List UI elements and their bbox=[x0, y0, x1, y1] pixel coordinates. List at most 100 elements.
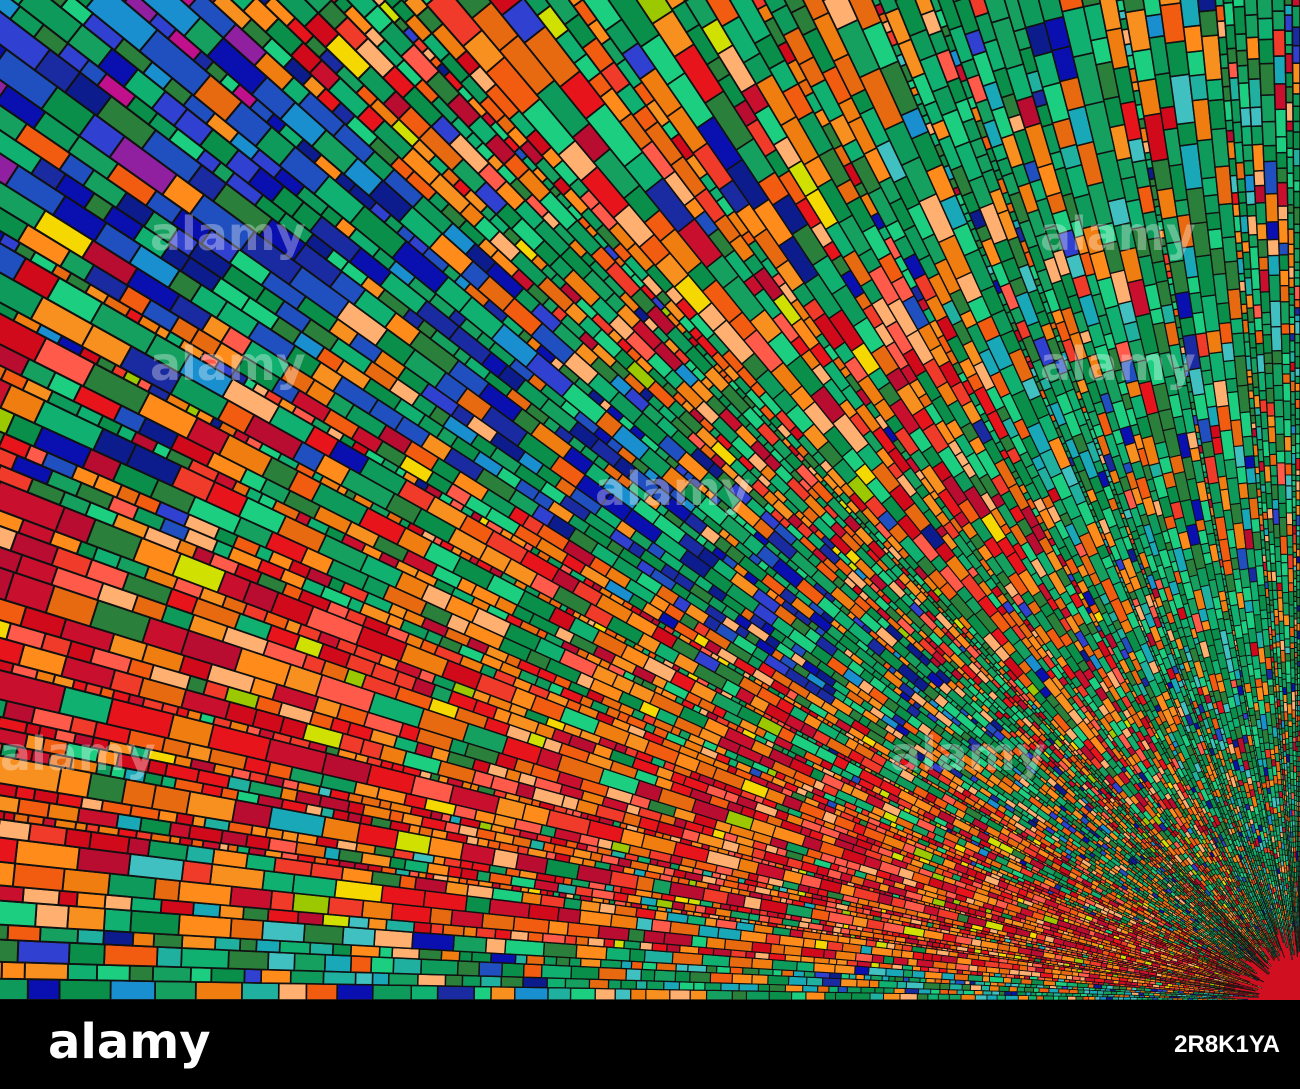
tile bbox=[899, 992, 918, 1000]
tile bbox=[564, 977, 591, 989]
tile bbox=[969, 984, 982, 992]
tile bbox=[962, 989, 975, 996]
tile bbox=[669, 989, 691, 1000]
tile bbox=[444, 974, 464, 988]
tile bbox=[1234, 993, 1240, 996]
tile bbox=[349, 955, 373, 974]
tile bbox=[456, 960, 481, 977]
tile bbox=[392, 957, 423, 975]
tile bbox=[731, 973, 753, 985]
tile bbox=[26, 978, 61, 1000]
tile bbox=[155, 945, 183, 968]
tile bbox=[458, 950, 473, 963]
tile bbox=[1141, 997, 1149, 1000]
tile bbox=[238, 937, 258, 953]
tile bbox=[999, 990, 1006, 996]
tile bbox=[1077, 989, 1085, 994]
tile bbox=[154, 980, 197, 1000]
tile bbox=[1016, 986, 1026, 993]
tile bbox=[0, 899, 38, 928]
tile bbox=[787, 975, 808, 987]
tile bbox=[277, 982, 308, 1000]
tile bbox=[904, 987, 920, 995]
tile bbox=[996, 994, 1006, 1000]
tile bbox=[745, 990, 770, 1000]
tile bbox=[998, 985, 1010, 992]
tile bbox=[500, 975, 524, 988]
tile bbox=[1008, 986, 1018, 993]
tile bbox=[956, 989, 964, 995]
tile bbox=[949, 983, 963, 991]
tile bbox=[790, 991, 807, 1000]
tile bbox=[0, 923, 10, 941]
tile bbox=[570, 965, 600, 981]
tile bbox=[1099, 996, 1107, 1000]
tile bbox=[640, 968, 656, 982]
tile bbox=[1017, 994, 1030, 1000]
tile bbox=[704, 981, 722, 992]
tile bbox=[635, 979, 648, 990]
tile bbox=[410, 984, 439, 1000]
tile bbox=[930, 988, 941, 995]
tile bbox=[103, 943, 159, 968]
tile bbox=[588, 978, 610, 990]
tile bbox=[689, 970, 712, 984]
tile bbox=[614, 988, 632, 1000]
tile bbox=[95, 963, 131, 982]
tile bbox=[522, 976, 548, 989]
tile bbox=[821, 977, 842, 988]
tile bbox=[547, 987, 572, 1000]
tile bbox=[802, 984, 819, 993]
tile bbox=[1082, 996, 1090, 1000]
tile bbox=[1033, 987, 1040, 993]
tile bbox=[128, 964, 155, 983]
tile bbox=[323, 953, 353, 973]
tile bbox=[1024, 986, 1035, 993]
tile bbox=[751, 973, 769, 985]
tile bbox=[916, 993, 929, 1000]
tile bbox=[331, 943, 353, 957]
tile bbox=[874, 987, 885, 994]
tile bbox=[514, 953, 528, 965]
tile bbox=[0, 977, 29, 1000]
tile bbox=[705, 964, 718, 974]
tile bbox=[1253, 996, 1259, 998]
tile bbox=[817, 985, 830, 993]
tile bbox=[856, 978, 871, 988]
tile bbox=[569, 987, 596, 1000]
tile bbox=[1229, 997, 1235, 1000]
tile bbox=[1105, 996, 1113, 1000]
tile bbox=[543, 955, 558, 967]
tile bbox=[947, 989, 958, 995]
tile bbox=[490, 986, 516, 1000]
tile bbox=[768, 983, 787, 993]
tile bbox=[846, 986, 862, 994]
tile bbox=[834, 991, 853, 1000]
tile bbox=[1118, 996, 1124, 1000]
tile bbox=[939, 982, 951, 991]
tile bbox=[514, 986, 549, 1000]
tile bbox=[974, 994, 988, 1000]
tile bbox=[1030, 991, 1037, 997]
tile bbox=[341, 926, 376, 948]
tile bbox=[594, 987, 616, 1000]
tile bbox=[948, 993, 962, 1000]
tile bbox=[57, 889, 79, 908]
tile bbox=[194, 981, 243, 1000]
tile bbox=[627, 928, 646, 943]
tile bbox=[289, 969, 325, 985]
tile bbox=[597, 966, 628, 981]
tile bbox=[709, 972, 733, 984]
tile bbox=[1053, 995, 1060, 1000]
tile bbox=[662, 980, 681, 991]
tile bbox=[1028, 995, 1038, 1000]
tile bbox=[0, 960, 26, 981]
tile bbox=[757, 983, 771, 992]
tile bbox=[240, 981, 280, 1000]
tile bbox=[738, 982, 759, 992]
tile bbox=[354, 971, 374, 986]
tile bbox=[66, 904, 107, 932]
tile bbox=[964, 980, 971, 986]
tile bbox=[839, 978, 858, 988]
tile bbox=[980, 984, 991, 992]
